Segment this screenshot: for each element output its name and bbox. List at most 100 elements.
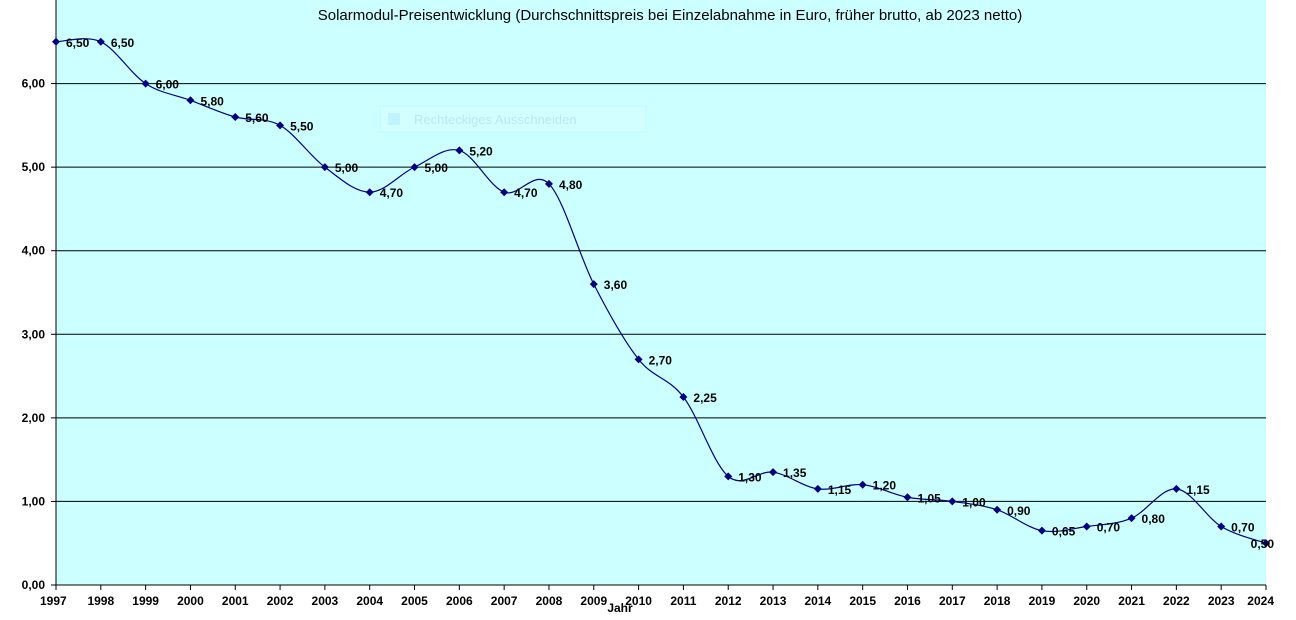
data-label: 6,50 [111,36,135,50]
data-point [679,392,688,401]
data-point [993,505,1002,514]
x-tick-label: 2006 [446,594,473,608]
y-tick-label: 1,00 [22,494,46,508]
x-tick-label: 2009 [580,594,607,608]
x-tick-label: 1998 [87,594,114,608]
data-point [1217,522,1226,531]
plot-area [56,0,1266,585]
y-tick-label: 6,00 [22,77,46,91]
data-point [186,96,195,105]
data-label: 0,50 [1251,537,1275,551]
y-tick-label: 5,00 [22,160,46,174]
y-tick-label: 4,00 [22,244,46,258]
data-label: 5,80 [200,94,224,108]
x-tick-label: 2012 [715,594,742,608]
axes: 0,00 1,00 2,00 3,00 4,00 5,00 6,00 1997 1998 1999… [22,0,1274,608]
x-tick-label: 2015 [849,594,876,608]
data-label: 6,00 [156,78,180,92]
data-label: 1,35 [783,466,807,480]
data-label: 0,80 [1142,512,1166,526]
data-point [1082,522,1091,531]
data-label: 4,70 [514,186,538,200]
chart-title: Solarmodul-Preisentwicklung (Durchschnit… [318,7,1023,24]
data-point [1037,526,1046,535]
data-point [410,163,419,172]
x-tick-label: 2004 [356,594,383,608]
gridlines [56,83,1266,502]
data-point [813,484,822,493]
data-label: 2,70 [649,353,673,367]
data-label: 5,50 [290,119,314,133]
markers [52,37,1270,548]
x-tick-label: 2017 [939,594,966,608]
x-tick-label: 2008 [536,594,563,608]
y-tick-label: 2,00 [22,411,46,425]
ghost-snip-button-label: Rechteckiges Ausschneiden [414,112,577,127]
data-label: 6,50 [66,36,90,50]
data-point [141,79,150,88]
data-point [52,37,60,46]
x-tick-label: 1999 [132,594,159,608]
ghost-snip-button: Rechteckiges Ausschneiden [379,105,647,133]
data-label: 4,70 [380,186,404,200]
data-label: 1,05 [917,491,941,505]
data-point [96,37,105,46]
data-point [903,493,912,502]
data-point [589,280,598,289]
x-tick-label: 2003 [312,594,339,608]
data-point [365,188,374,197]
data-label: 4,80 [559,178,583,192]
data-label: 0,70 [1231,521,1255,535]
data-label: 5,00 [425,161,449,175]
data-point [544,179,553,188]
series-line [55,38,1267,544]
data-point [634,355,643,364]
data-label: 1,30 [738,470,762,484]
x-tick-label: 2023 [1208,594,1235,608]
x-tick-label: 2020 [1073,594,1100,608]
y-tick-label: 3,00 [22,327,46,341]
data-label: 1,00 [962,495,986,509]
y-tick-label: 0,00 [22,578,46,592]
data-point [455,146,464,155]
data-label: 1,15 [1186,483,1210,497]
x-tick-label: 2019 [1029,594,1056,608]
x-tick-label: 2013 [760,594,787,608]
x-tick-label: 2022 [1163,594,1190,608]
data-point [231,113,240,121]
x-tick-label: 1997 [40,594,67,608]
data-label: 3,60 [604,278,628,292]
data-label: 0,90 [1007,504,1031,518]
data-label: 2,25 [693,391,717,405]
x-tick-label: 2024 [1247,594,1274,608]
data-label: 0,70 [1097,521,1121,535]
data-point [769,468,778,477]
data-point [1172,484,1181,493]
data-point [276,121,285,130]
x-tick-label: 2018 [984,594,1011,608]
data-point [948,497,957,506]
data-point [500,188,509,197]
data-point [1127,514,1136,523]
x-tick-label: 2001 [222,594,249,608]
x-tick-label: 2010 [625,594,652,608]
data-label: 5,60 [245,111,269,125]
x-axis-title: Jahr [607,601,633,615]
data-label: 0,65 [1052,525,1076,539]
x-tick-label: 2005 [401,594,428,608]
x-tick-label: 2014 [805,594,832,608]
data-label: 1,20 [873,479,897,493]
x-tick-label: 2011 [670,594,696,608]
data-point [724,472,733,481]
data-point [320,163,329,172]
data-label: 5,20 [469,144,493,158]
x-tick-label: 2000 [177,594,204,608]
x-tick-label: 2016 [894,594,921,608]
data-label: 5,00 [335,161,359,175]
data-labels: 6,50 6,50 6,00 5,80 5,60 5,50 5,00 4,70 5,00 5,20… [66,36,1274,551]
data-point [858,480,867,489]
x-tick-label: 2007 [491,594,518,608]
data-point [1262,539,1270,548]
